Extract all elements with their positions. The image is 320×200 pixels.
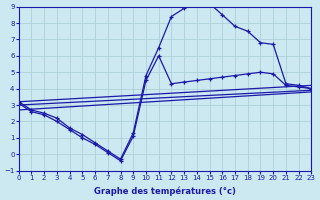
X-axis label: Graphe des températures (°c): Graphe des températures (°c) <box>94 186 236 196</box>
